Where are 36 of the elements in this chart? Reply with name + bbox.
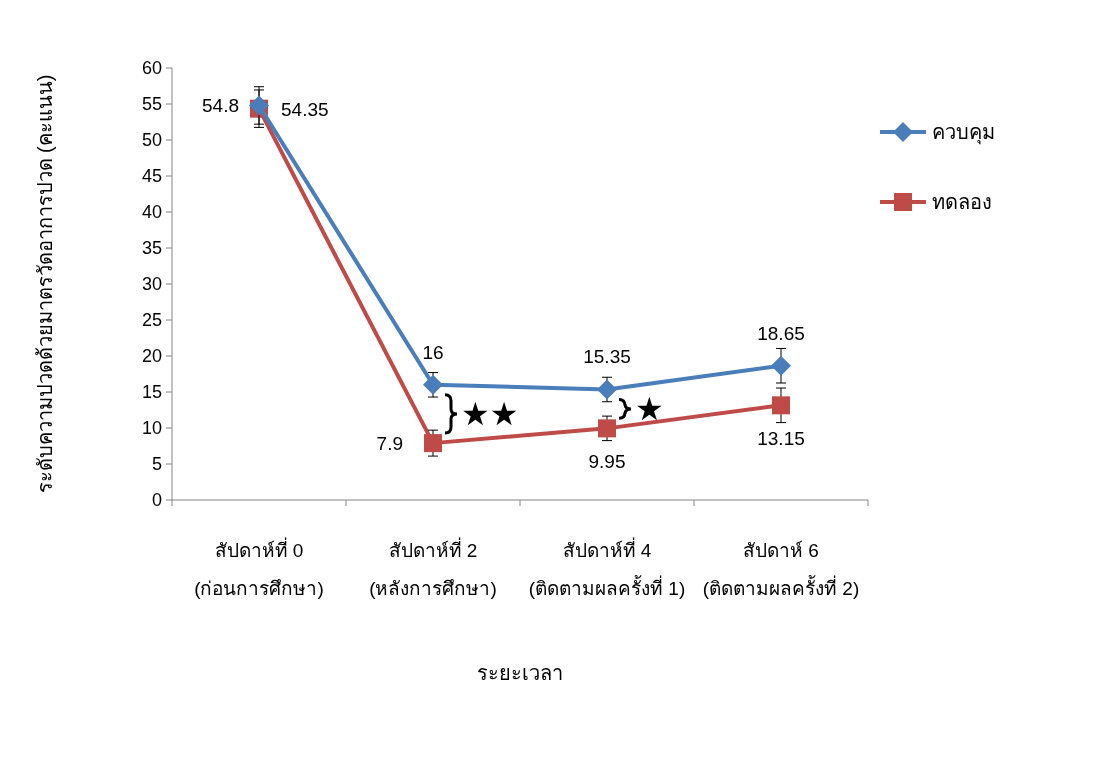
point bbox=[771, 355, 791, 376]
data-label: 15.35 bbox=[583, 346, 631, 368]
y-tick-label: 0 bbox=[151, 490, 162, 510]
y-tick-label: 30 bbox=[141, 274, 162, 294]
y-tick-label: 5 bbox=[151, 454, 162, 474]
point bbox=[423, 374, 443, 395]
x-tick-label: สัปดาห์ที่ 0 (ก่อนการศึกษา) bbox=[194, 537, 324, 599]
y-tick-label: 50 bbox=[141, 130, 162, 150]
y-tick-label: 10 bbox=[141, 418, 162, 438]
annotation: ★★ bbox=[461, 394, 519, 433]
data-label: 13.15 bbox=[757, 428, 805, 450]
annotation: ★ bbox=[635, 389, 664, 428]
point bbox=[424, 434, 442, 453]
y-axis-title: ระดับความปวดด้วยมาตรวัดอาการปวด (คะแนน) bbox=[34, 74, 56, 494]
y-tick-label: 55 bbox=[141, 94, 162, 114]
point bbox=[772, 396, 790, 415]
data-label: 54.8 bbox=[202, 95, 239, 117]
data-label: 18.65 bbox=[757, 322, 805, 344]
y-tick-label: 60 bbox=[141, 58, 162, 78]
y-tick-label: 45 bbox=[141, 166, 162, 186]
x-axis-title: ระยะเวลา bbox=[477, 662, 563, 684]
y-tick-label: 15 bbox=[141, 382, 162, 402]
y-tick-label: 20 bbox=[141, 346, 162, 366]
point bbox=[598, 419, 616, 438]
x-tick-label: สัปดาห์ที่ 2 (หลังการศึกษา) bbox=[369, 537, 497, 599]
legend-label: ควบคุม bbox=[932, 121, 995, 145]
y-tick-label: 40 bbox=[141, 202, 162, 222]
y-tick-label: 35 bbox=[141, 238, 162, 258]
x-tick-label: สัปดาห์ที่ 4 (ติดตามผลครั้งที่ 1) bbox=[528, 537, 686, 599]
legend-label: ทดลอง bbox=[932, 191, 992, 213]
data-label: 9.95 bbox=[588, 451, 626, 473]
y-tick-label: 25 bbox=[141, 310, 162, 330]
data-label: 54.35 bbox=[281, 98, 329, 120]
data-label: 16 bbox=[422, 341, 444, 363]
data-label: 7.9 bbox=[376, 433, 403, 455]
x-tick-label: สัปดาห์ 6 (ติดตามผลครั้งที่ 2) bbox=[702, 540, 860, 599]
